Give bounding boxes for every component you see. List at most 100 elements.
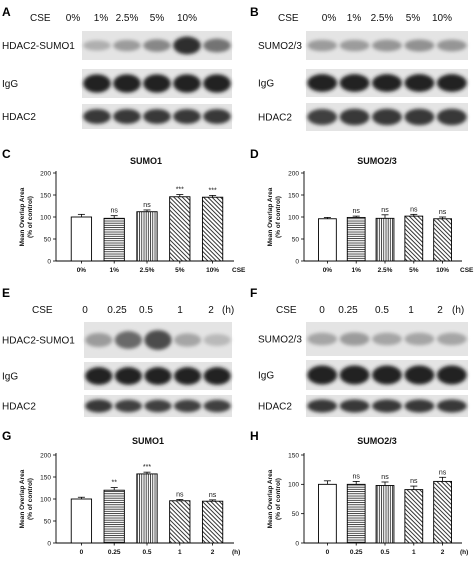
blot-band xyxy=(143,74,171,93)
panel-letter-a: A xyxy=(2,5,11,19)
panel-letter: C xyxy=(2,147,11,161)
blot-band xyxy=(436,399,467,413)
bar xyxy=(404,489,424,544)
significance-label: ns xyxy=(410,478,418,485)
significance-label: ** xyxy=(111,480,117,487)
bar xyxy=(70,216,93,262)
cse-header-e: CSE xyxy=(32,305,53,316)
blot-row: IgG xyxy=(258,360,468,390)
blot-band xyxy=(114,399,143,413)
blot-row: HDAC2 xyxy=(258,395,468,417)
blot-band xyxy=(113,74,141,93)
blot-band xyxy=(307,332,338,346)
significance-label: ns xyxy=(439,469,447,476)
panel-letter: H xyxy=(250,429,259,443)
lane-label: 0.25 xyxy=(107,305,127,316)
blot-band xyxy=(339,74,370,92)
blot-label: IgG xyxy=(258,79,274,90)
cse-header-f: CSE xyxy=(276,305,297,316)
blot-label: HDAC2 xyxy=(258,113,292,124)
significance-label: ns xyxy=(381,474,389,481)
x-tick-label: 0.25 xyxy=(108,549,121,556)
lane-label: 0.5 xyxy=(139,305,153,316)
bar xyxy=(346,216,366,262)
blot-band xyxy=(339,332,370,346)
significance-label: ns xyxy=(110,208,118,215)
bar xyxy=(103,217,125,262)
significance-label: ns xyxy=(143,202,151,209)
blot-band xyxy=(436,332,467,346)
lane-label: 1 xyxy=(408,305,414,316)
x-tick-label: 2 xyxy=(441,549,445,556)
blot-label: HDAC2 xyxy=(258,402,292,413)
blots-f: SUMO2/3 IgG HDAC2 xyxy=(258,322,468,417)
blot-band xyxy=(114,331,143,349)
y-tick-label: 200 xyxy=(40,170,51,177)
blot-band xyxy=(83,109,111,124)
blot-row: IgG xyxy=(258,69,468,97)
bar xyxy=(103,489,125,544)
y-axis-label: Mean Overlap Area xyxy=(19,469,26,528)
y-tick-label: 150 xyxy=(288,452,299,459)
y-tick-label: 100 xyxy=(288,482,299,489)
blot-band xyxy=(404,108,435,126)
y-tick-label: 50 xyxy=(44,236,52,243)
y-tick-label: 150 xyxy=(40,474,51,481)
y-tick-label: 0 xyxy=(47,258,51,265)
blot-band xyxy=(372,108,402,126)
bar xyxy=(201,196,224,262)
blot-row: HDAC2 xyxy=(258,103,468,131)
y-tick-label: 200 xyxy=(288,170,299,177)
x-tick-label: 0.5 xyxy=(142,549,151,556)
y-axis-label: Mean Overlap Area xyxy=(19,187,26,246)
y-axis-label-unit: (% of control) xyxy=(27,196,34,238)
x-tick-label: 10% xyxy=(436,267,449,274)
lane-label: 0% xyxy=(66,13,81,24)
x-tick-label: 5% xyxy=(175,267,185,274)
lane-label: 5% xyxy=(150,13,165,24)
chart-title: SUMO2/3 xyxy=(357,156,397,166)
blot-label: HDAC2 xyxy=(2,402,36,413)
blot-label: SUMO2/3 xyxy=(258,41,302,52)
lane-label: 2.5% xyxy=(371,13,394,24)
lane-label: 1% xyxy=(347,13,362,24)
blot-band xyxy=(372,365,402,385)
panel-letter-e: E xyxy=(2,286,10,300)
blot-row: HDAC2-SUMO1 xyxy=(2,31,232,60)
blot-row: SUMO2/3 xyxy=(258,31,468,60)
blot-row: HDAC2 xyxy=(2,395,232,417)
significance-label: ns xyxy=(439,209,447,216)
bar xyxy=(169,196,191,262)
significance-label: ns xyxy=(410,206,418,213)
lane-label: 2 xyxy=(208,305,214,316)
x-tick-label: 0.25 xyxy=(350,549,363,556)
chart-title: SUMO2/3 xyxy=(357,436,397,446)
y-axis-label-unit: (% of control) xyxy=(275,478,282,520)
blot-band xyxy=(144,399,172,413)
lane-label: 0.25 xyxy=(338,305,358,316)
blot-band xyxy=(85,367,113,385)
blot-band xyxy=(339,365,370,385)
blot-band xyxy=(372,39,402,52)
blot-band xyxy=(85,399,113,413)
x-tick-label: 0% xyxy=(77,267,87,274)
blot-band xyxy=(143,109,171,124)
lane-label: 10% xyxy=(432,13,452,24)
significance-label: *** xyxy=(143,464,151,471)
blot-band xyxy=(203,38,231,53)
bar xyxy=(346,483,366,544)
blots-a: HDAC2-SUMO1 IgG HDAC2 xyxy=(2,31,232,129)
blot-band xyxy=(83,40,111,51)
lane-label: 0 xyxy=(319,305,325,316)
y-axis-label: Mean Overlap Area xyxy=(267,469,274,528)
blot-band xyxy=(203,109,231,124)
blot-row: HDAC2-SUMO1 xyxy=(2,322,232,358)
blot-band xyxy=(203,367,231,385)
blot-row: HDAC2 xyxy=(2,104,232,129)
x-tick-label: 5% xyxy=(409,267,419,274)
blot-label: IgG xyxy=(258,371,274,382)
lane-label: 0.5 xyxy=(375,305,389,316)
bar xyxy=(433,218,452,262)
blot-band xyxy=(144,330,172,350)
significance-label: *** xyxy=(209,187,217,194)
